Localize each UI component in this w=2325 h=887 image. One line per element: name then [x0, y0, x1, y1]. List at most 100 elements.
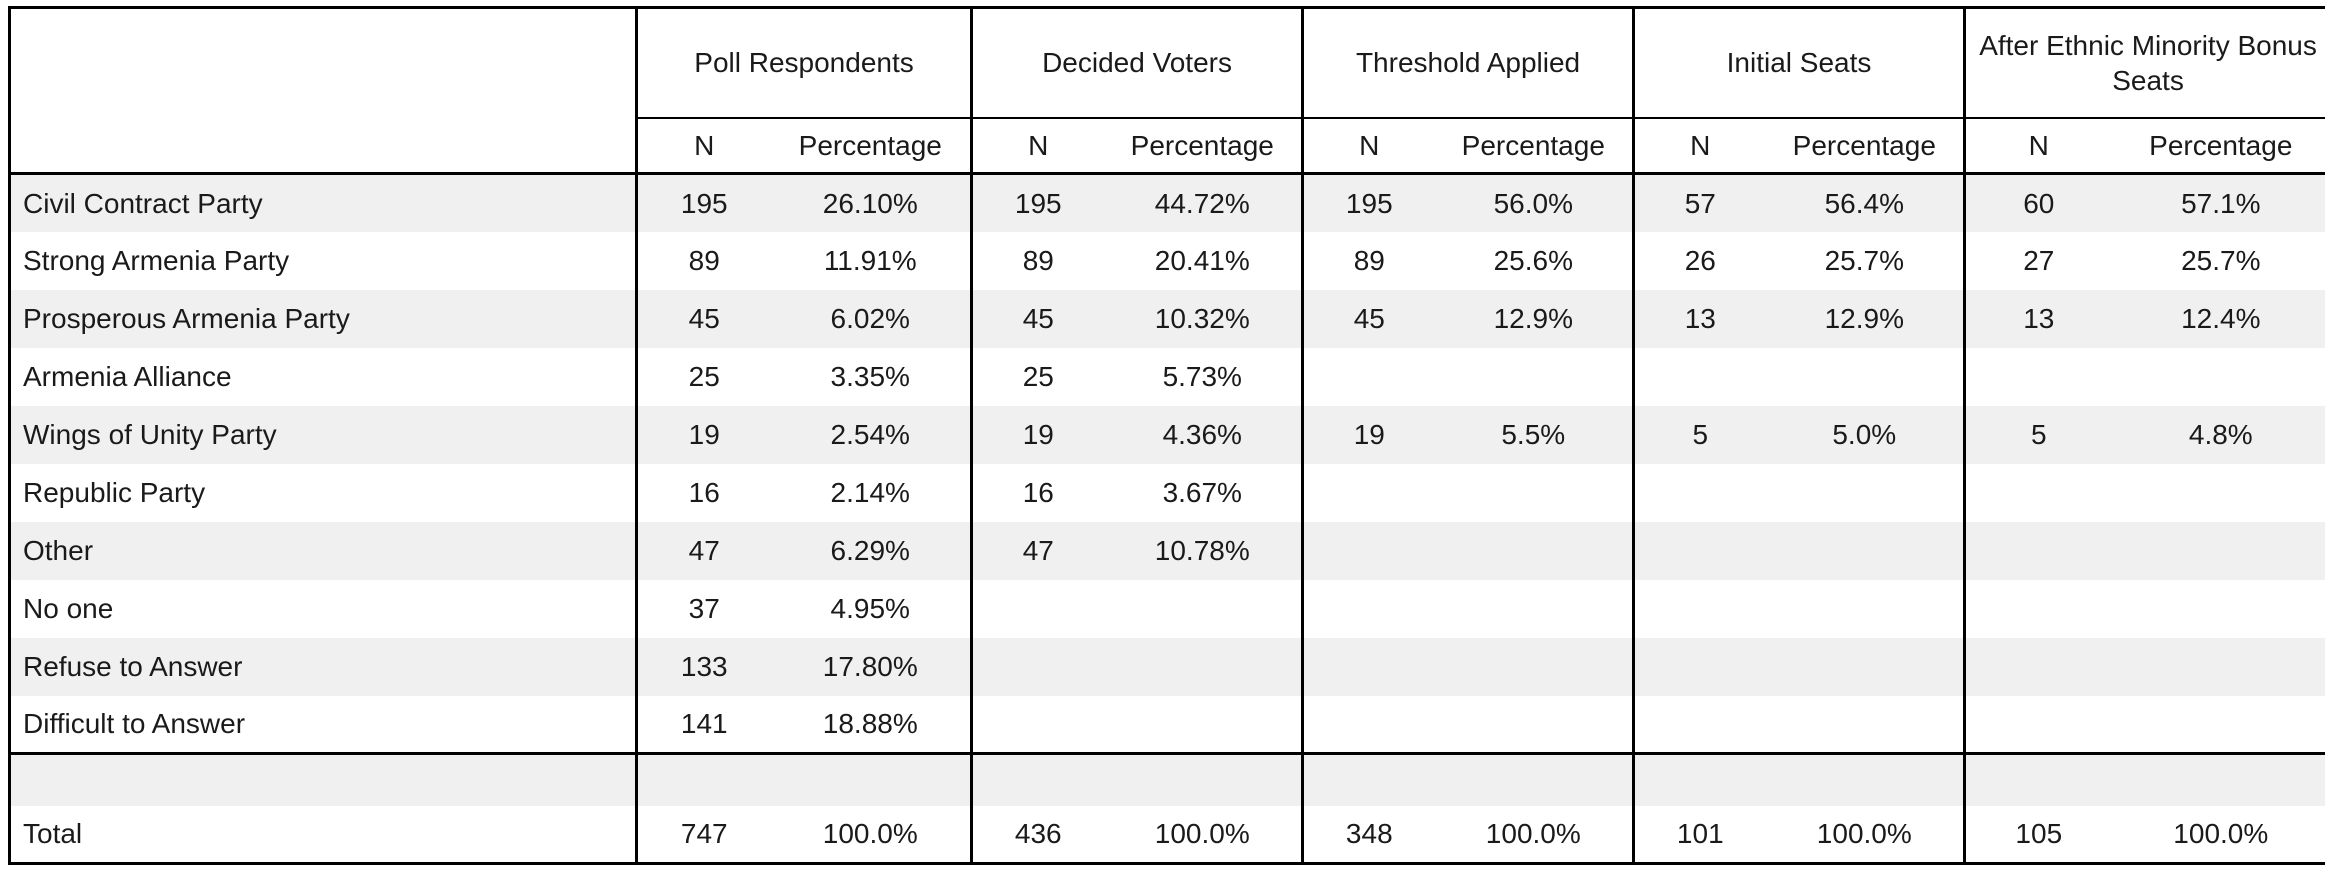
cell: 5: [1632, 405, 1766, 464]
cell: 27: [1963, 231, 2112, 290]
row-label: Strong Armenia Party: [23, 245, 290, 276]
row-label: Other: [23, 535, 94, 566]
subcolumn-header-percentage: Percentage: [770, 117, 972, 175]
table-row: No one 37 4.95%: [10, 579, 2325, 638]
column-group-header: Decided Voters: [970, 7, 1303, 119]
cell: 348: [1301, 805, 1435, 864]
cell: 12.4%: [2181, 303, 2261, 334]
cell: 89: [635, 231, 771, 290]
column-group-header: Poll Respondents: [634, 7, 972, 119]
table-row: Refuse to Answer 133 17.80%: [9, 637, 2325, 696]
cell: 6.02%: [830, 303, 910, 334]
cell: [2112, 580, 2325, 638]
row-label: Armenia Alliance: [23, 361, 232, 392]
column-group-header: Threshold Applied: [1301, 7, 1634, 119]
cell: [1435, 696, 1634, 754]
cell: [1963, 695, 2112, 754]
cell: 141: [635, 695, 771, 754]
cell: [1632, 579, 1766, 638]
cell: 12.9%: [1824, 303, 1904, 334]
cell: [1766, 580, 1965, 638]
table-row: Difficult to Answer 141 18.88%: [10, 695, 2325, 754]
row-label: No one: [23, 593, 114, 624]
cell: 100.0%: [1154, 818, 1250, 850]
cell: 57: [1632, 173, 1766, 232]
cell: 3.35%: [830, 361, 910, 392]
cell: [1435, 348, 1634, 406]
cell: [770, 752, 972, 806]
cell: [2112, 638, 2325, 696]
cell: 16: [635, 463, 771, 522]
row-label: [9, 752, 637, 806]
cell: [1301, 695, 1435, 754]
cell: [1435, 522, 1634, 580]
table-row: Strong Armenia Party 89 11.91% 89 20.41% 89 25…: [10, 231, 2325, 290]
cell: 4.8%: [2188, 419, 2253, 450]
cell: [1632, 637, 1766, 696]
cell: [1963, 347, 2112, 406]
cell: 26: [1632, 231, 1766, 290]
cell: [2112, 696, 2325, 754]
cell: 89: [970, 231, 1104, 290]
corner-cell: [9, 7, 637, 175]
cell: 436: [970, 805, 1104, 864]
cell: [1632, 463, 1766, 522]
cell: 13: [1963, 289, 2112, 348]
cell: 2.54%: [830, 419, 910, 450]
cell: 10.78%: [1154, 535, 1250, 566]
header-sub-row: N Percentage N Percentage N Percentage N Percen…: [10, 117, 2325, 175]
cell: 195: [970, 173, 1104, 232]
cell: 37: [635, 579, 771, 638]
subcolumn-header-n: N: [1632, 117, 1766, 175]
cell: 47: [635, 521, 771, 580]
cell: [970, 579, 1104, 638]
row-label: Prosperous Armenia Party: [23, 303, 350, 334]
cell: [1632, 347, 1766, 406]
cell: [1632, 752, 1766, 806]
cell: 5.0%: [1832, 419, 1897, 450]
cell: [2112, 348, 2325, 406]
row-label: Wings of Unity Party: [23, 419, 277, 450]
cell: 2.14%: [830, 477, 910, 508]
cell: [970, 752, 1104, 806]
cell: 13: [1632, 289, 1766, 348]
cell: 195: [635, 173, 771, 232]
cell: [1766, 638, 1965, 696]
subcolumn-header-percentage: Percentage: [1765, 117, 1965, 175]
cell: 56.0%: [1493, 187, 1573, 219]
subcolumn-header-n: N: [635, 117, 771, 175]
cell: 17.80%: [822, 651, 918, 682]
cell: 195: [1301, 173, 1435, 232]
table-row: Wings of Unity Party 19 2.54% 19 4.36% 19 5.5%…: [9, 405, 2325, 464]
cell: [1765, 752, 1965, 806]
cell: 3.67%: [1162, 477, 1242, 508]
cell: [1963, 637, 2112, 696]
cell: 56.4%: [1824, 187, 1904, 219]
cell: 47: [970, 521, 1104, 580]
cell: 89: [1301, 231, 1435, 290]
cell: 20.41%: [1154, 245, 1250, 276]
header-group-row: Poll Respondents Decided Voters Threshold …: [9, 7, 2325, 175]
cell: 45: [970, 289, 1104, 348]
cell: 25.7%: [1824, 245, 1904, 276]
cell: 26.10%: [822, 187, 918, 219]
cell: 5.73%: [1162, 361, 1242, 392]
cell: 6.29%: [830, 535, 910, 566]
cell: [1301, 637, 1435, 696]
table-row: Prosperous Armenia Party 45 6.02% 45 10.32% 4…: [9, 289, 2325, 348]
cell: [1963, 521, 2112, 580]
cell: [1963, 463, 2112, 522]
row-label: Difficult to Answer: [23, 708, 246, 740]
subcolumn-header-percentage: Percentage: [1103, 117, 1303, 175]
row-label: Civil Contract Party: [23, 187, 263, 219]
cell: 4.95%: [830, 593, 910, 624]
cell: [970, 695, 1104, 754]
cell: [1766, 696, 1965, 754]
total-row: Total 747 100.0% 436 100.0% 348 100.0% 101 100.0…: [10, 805, 2325, 864]
cell: [1301, 463, 1435, 522]
column-group-header: Initial Seats: [1632, 7, 1965, 119]
subcolumn-header-percentage: Percentage: [2111, 117, 2325, 175]
column-group-header: After Ethnic Minority Bonus Seats: [1963, 7, 2325, 119]
cell: [1435, 638, 1634, 696]
